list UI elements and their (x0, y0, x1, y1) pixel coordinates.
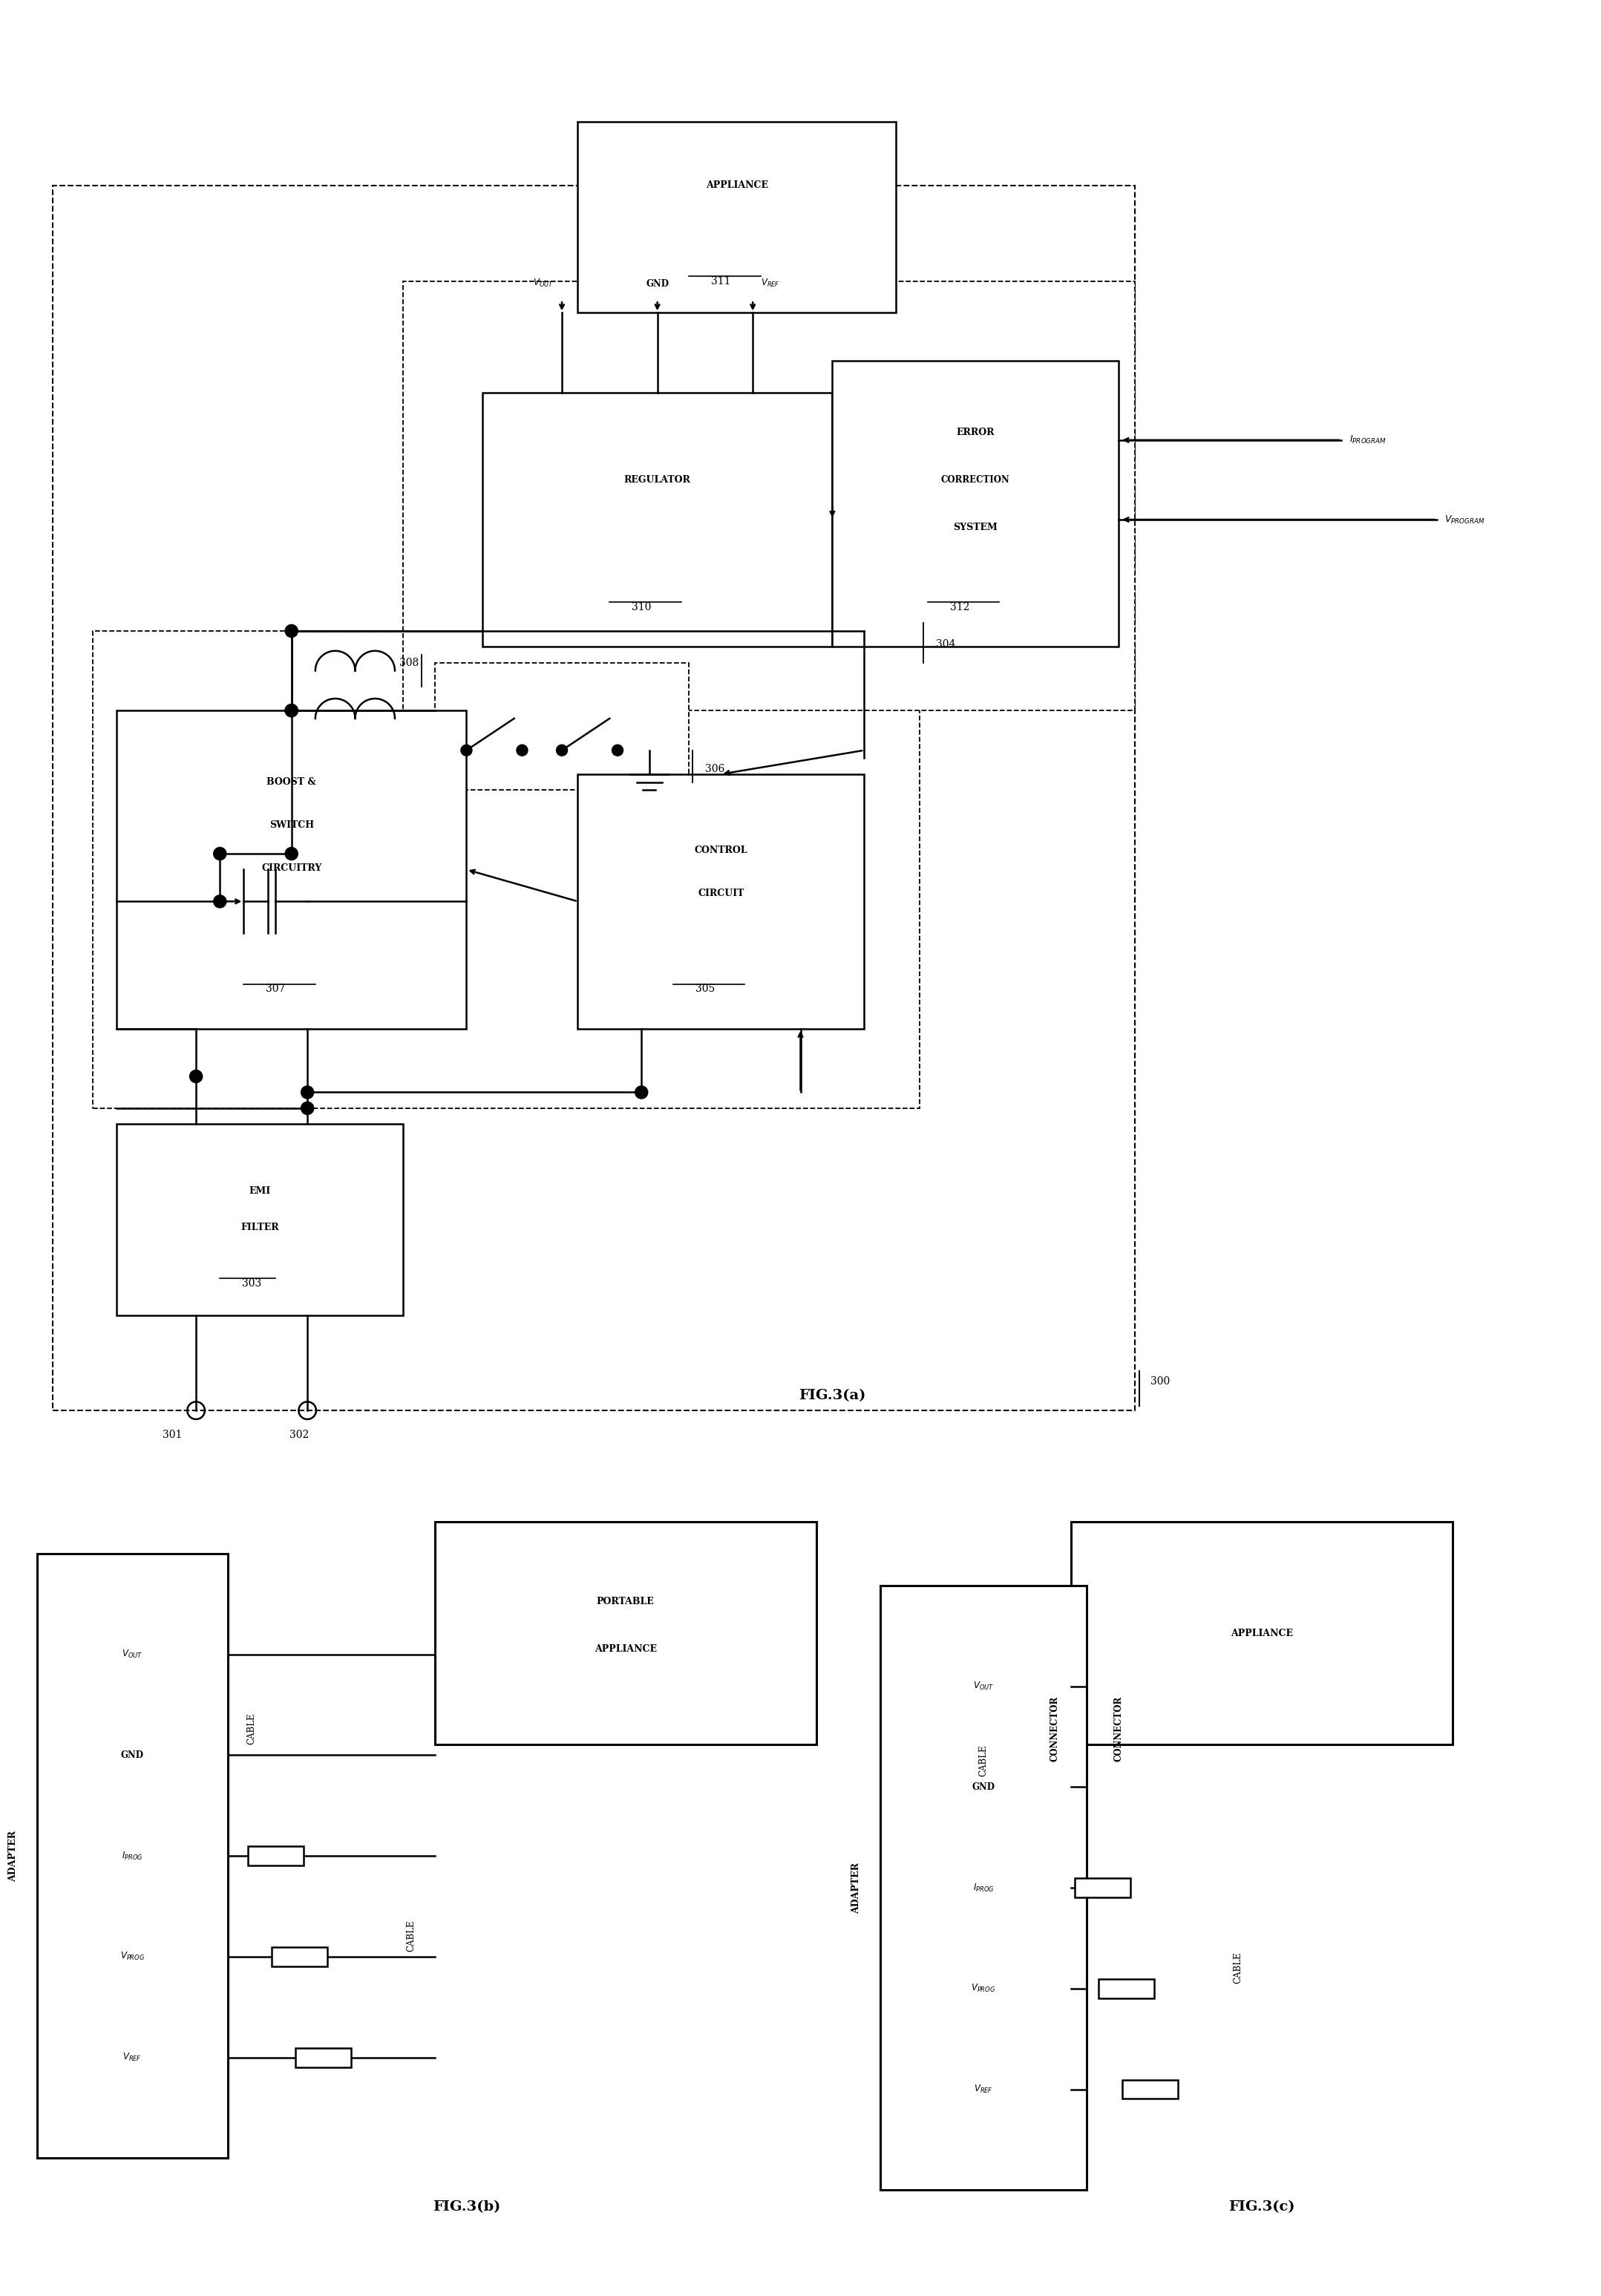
Text: SYSTEM: SYSTEM (953, 523, 997, 533)
Text: GND: GND (122, 1750, 144, 1761)
Bar (296, 2048, 351, 2066)
Text: CIRCUITRY: CIRCUITRY (261, 863, 322, 872)
Bar (1122, 2080, 1178, 2099)
Text: 302: 302 (290, 1430, 309, 1440)
Circle shape (285, 625, 298, 638)
Text: BOOST &: BOOST & (267, 778, 317, 788)
Text: CABLE: CABLE (407, 1919, 416, 1952)
Circle shape (556, 744, 567, 755)
Text: APPLIANCE: APPLIANCE (706, 181, 768, 191)
Text: CABLE: CABLE (978, 1745, 988, 1777)
Text: CORRECTION: CORRECTION (941, 475, 1010, 484)
Text: FIG.3(c): FIG.3(c) (1228, 2200, 1295, 2213)
Text: $V_{OUT}$: $V_{OUT}$ (973, 1681, 994, 1692)
Text: CABLE: CABLE (1233, 1952, 1242, 1984)
Text: 307: 307 (266, 983, 285, 994)
Text: $V_{OUT}$: $V_{OUT}$ (122, 1649, 142, 1660)
Circle shape (301, 1086, 314, 1100)
Bar (434, 1522, 817, 1745)
Circle shape (285, 705, 298, 716)
Text: $V_{PROG}$: $V_{PROG}$ (120, 1952, 144, 1963)
Text: 308: 308 (399, 657, 419, 668)
Circle shape (213, 895, 226, 907)
Bar (53, 186, 1135, 1410)
Circle shape (461, 744, 472, 755)
Text: SWITCH: SWITCH (269, 820, 314, 829)
Text: ADAPTER: ADAPTER (8, 1830, 18, 1880)
Text: GND: GND (972, 1782, 994, 1791)
Bar (93, 631, 921, 1109)
Bar (434, 664, 688, 790)
Bar (1098, 1979, 1154, 1998)
Bar (578, 122, 897, 312)
Circle shape (636, 1086, 648, 1100)
Text: GND: GND (645, 280, 669, 289)
Bar (578, 774, 865, 1029)
Text: PORTABLE: PORTABLE (597, 1596, 655, 1607)
Text: FILTER: FILTER (240, 1224, 279, 1233)
Text: $V_{PROGRAM}$: $V_{PROGRAM}$ (1444, 514, 1486, 526)
Bar (117, 1125, 403, 1316)
Text: $V_{OUT}$: $V_{OUT}$ (533, 278, 554, 289)
Circle shape (612, 744, 623, 755)
Circle shape (517, 744, 528, 755)
Text: ADAPTER: ADAPTER (852, 1862, 861, 1913)
Text: $I_{PROG}$: $I_{PROG}$ (122, 1851, 142, 1862)
Circle shape (285, 847, 298, 861)
Text: FIG.3(a): FIG.3(a) (799, 1389, 866, 1403)
Circle shape (189, 1070, 202, 1084)
Text: FIG.3(b): FIG.3(b) (432, 2200, 501, 2213)
Circle shape (213, 847, 226, 861)
Text: CIRCUIT: CIRCUIT (698, 889, 744, 898)
Text: 310: 310 (632, 602, 652, 613)
Text: APPLIANCE: APPLIANCE (594, 1644, 656, 1653)
Text: ERROR: ERROR (956, 427, 994, 436)
Bar (1071, 1522, 1452, 1745)
Bar (482, 393, 833, 647)
Circle shape (285, 705, 298, 716)
Text: 300: 300 (1151, 1375, 1170, 1387)
Bar (272, 1947, 327, 1965)
Text: CONNECTOR: CONNECTOR (1050, 1697, 1060, 1761)
Text: $V_{REF}$: $V_{REF}$ (760, 278, 780, 289)
Text: $I_{PROG}$: $I_{PROG}$ (973, 1883, 994, 1894)
Text: CONTROL: CONTROL (695, 845, 748, 856)
Text: 305: 305 (695, 983, 714, 994)
Bar (881, 1587, 1087, 2190)
Bar (833, 360, 1119, 647)
Circle shape (301, 1102, 314, 1114)
Text: EMI: EMI (248, 1187, 271, 1196)
Text: 306: 306 (704, 765, 725, 774)
Text: 311: 311 (711, 276, 730, 287)
Bar (37, 1554, 227, 2158)
Text: REGULATOR: REGULATOR (624, 475, 690, 484)
Text: $I_{PROGRAM}$: $I_{PROGRAM}$ (1350, 434, 1386, 445)
Bar (403, 280, 1135, 709)
Text: 303: 303 (242, 1279, 261, 1288)
Text: 304: 304 (935, 638, 956, 650)
Text: CABLE: CABLE (247, 1713, 256, 1745)
Bar (1074, 1878, 1130, 1896)
Text: 312: 312 (949, 602, 969, 613)
Text: APPLIANCE: APPLIANCE (1231, 1628, 1294, 1637)
Text: $V_{REF}$: $V_{REF}$ (973, 2085, 993, 2094)
Bar (248, 1846, 304, 1864)
Text: CONNECTOR: CONNECTOR (1114, 1697, 1124, 1761)
Text: $V_{PROG}$: $V_{PROG}$ (972, 1984, 996, 1995)
Bar (117, 709, 466, 1029)
Text: $V_{REF}$: $V_{REF}$ (123, 2053, 142, 2064)
Text: 301: 301 (162, 1430, 183, 1440)
